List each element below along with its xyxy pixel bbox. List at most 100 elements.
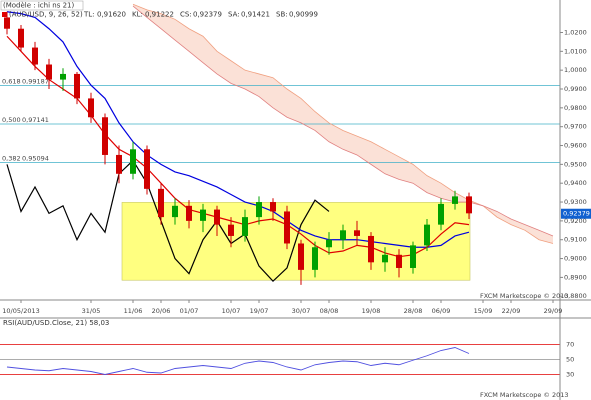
- y-tick-label: 0,9900: [564, 85, 587, 93]
- candle-body: [354, 230, 360, 236]
- footer: FXCM Marketscope © 2013: [480, 391, 569, 399]
- y-tick-label: 0,8900: [564, 273, 587, 281]
- overlay: 0,92379: [561, 208, 591, 219]
- x-tick-label: 11/06: [124, 307, 143, 315]
- rsi-title: RSI(AUD/USD.Close, 21) 58,03: [3, 319, 109, 327]
- fib-price: 0,97141: [22, 116, 49, 124]
- candle-body: [340, 230, 346, 240]
- x-tick-label: 30/07: [292, 307, 311, 315]
- chart-title: (Modèle : ichi ns 21): [3, 2, 74, 10]
- candle-body: [186, 205, 192, 221]
- chart-subtitle: (AUD/USD, 9, 26, 52): [9, 11, 83, 19]
- last-price-box: [561, 208, 591, 219]
- candle-body: [438, 203, 444, 225]
- y-tick-label: 0,9200: [564, 217, 587, 225]
- legend-value: 0,92379: [193, 11, 222, 19]
- x-tick-label: 19/08: [362, 307, 381, 315]
- candle-body: [74, 73, 80, 99]
- cloud: [133, 4, 553, 244]
- legend-name: SA:: [228, 11, 240, 19]
- x-tick-label: 15/09: [474, 307, 493, 315]
- main-plot: 0,618 0,99187 0,500 0,97141 0,382 0,95094: [0, 3, 560, 285]
- candle-body: [242, 217, 248, 236]
- x-tick-label: 10/07: [222, 307, 241, 315]
- candle-body: [368, 235, 374, 263]
- y-tick-label: 1,0100: [564, 47, 587, 55]
- series-line: [132, 5, 554, 237]
- fib-ratio: 0,500: [2, 116, 21, 124]
- fib-ratio: 0,382: [2, 155, 21, 163]
- y-tick-label: 0,9600: [564, 142, 587, 150]
- candle-body: [102, 117, 108, 155]
- candle-body: [326, 239, 332, 248]
- candle-body: [270, 202, 276, 212]
- candle-body: [116, 154, 122, 174]
- candle-body: [284, 211, 290, 244]
- candle-body: [256, 202, 262, 218]
- y-tick-label: 0,9100: [564, 236, 587, 244]
- rsi-tick-label: 70: [566, 341, 574, 349]
- footer: FXCM Marketscope © 2013: [480, 292, 569, 300]
- candle-body: [312, 247, 318, 270]
- candle-body: [424, 224, 430, 246]
- rsi-tick-label: 50: [566, 356, 574, 364]
- legend-name: SB:: [276, 11, 288, 19]
- legend-value: 0,91620: [97, 11, 126, 19]
- candle-body: [466, 196, 472, 214]
- fib-price: 0,95094: [22, 155, 49, 163]
- candle-body: [382, 254, 388, 263]
- series-line: [6, 347, 470, 375]
- series-line: [6, 159, 330, 283]
- candle-body: [46, 64, 52, 80]
- candle-body: [4, 17, 10, 29]
- x-tick-label: 29/09: [544, 307, 563, 315]
- candle-body: [396, 254, 402, 268]
- rsi-tick-label: 30: [566, 371, 574, 379]
- legend-name: CS:: [180, 11, 192, 19]
- legend-name: TL:: [83, 11, 95, 19]
- x-tick-label: 28/08: [404, 307, 423, 315]
- x-tick-label: 06/09: [432, 307, 451, 315]
- candle-body: [32, 47, 38, 65]
- candle-body: [88, 98, 94, 118]
- candle-body: [130, 149, 136, 174]
- x-tick-label: 10/05/2013: [2, 307, 39, 315]
- candle-body: [158, 188, 164, 218]
- legend-name: KL:: [132, 11, 143, 19]
- x-tick-label: 08/08: [320, 307, 339, 315]
- candle-body: [200, 209, 206, 221]
- y-tick-label: 0,9000: [564, 255, 587, 263]
- candle-body: [298, 243, 304, 270]
- legend-icon: [2, 12, 7, 17]
- y-tick-label: 0,8800: [564, 292, 587, 300]
- legend-value: 0,91421: [241, 11, 270, 19]
- last-price-label: 0,92379: [563, 210, 590, 218]
- x-tick-label: 22/09: [502, 307, 521, 315]
- y-tick-label: 1,0000: [564, 66, 587, 74]
- y-tick-label: 0,9400: [564, 179, 587, 187]
- y-tick-label: 0,9800: [564, 104, 587, 112]
- candle-body: [228, 224, 234, 236]
- y-tick-label: 1,0200: [564, 28, 587, 36]
- candle-body: [410, 245, 416, 268]
- fib-price: 0,99187: [22, 77, 49, 85]
- x-tick-label: 19/07: [250, 307, 269, 315]
- title-box: [0, 0, 84, 11]
- rsi-plot: [0, 344, 560, 375]
- x-tick-label: 31/05: [82, 307, 101, 315]
- y-tick-label: 0,9500: [564, 160, 587, 168]
- x-tick-label: 01/07: [180, 307, 199, 315]
- legend-value: 0,91222: [145, 11, 174, 19]
- series-line: [6, 11, 470, 248]
- series-line: [6, 35, 470, 258]
- x-tick-label: 20/06: [152, 307, 171, 315]
- candle-body: [214, 209, 220, 225]
- y-tick-label: 0,9700: [564, 123, 587, 131]
- y-tick-label: 0,9300: [564, 198, 587, 206]
- candle-body: [60, 73, 66, 80]
- candle-body: [144, 149, 150, 189]
- candle-body: [18, 28, 24, 48]
